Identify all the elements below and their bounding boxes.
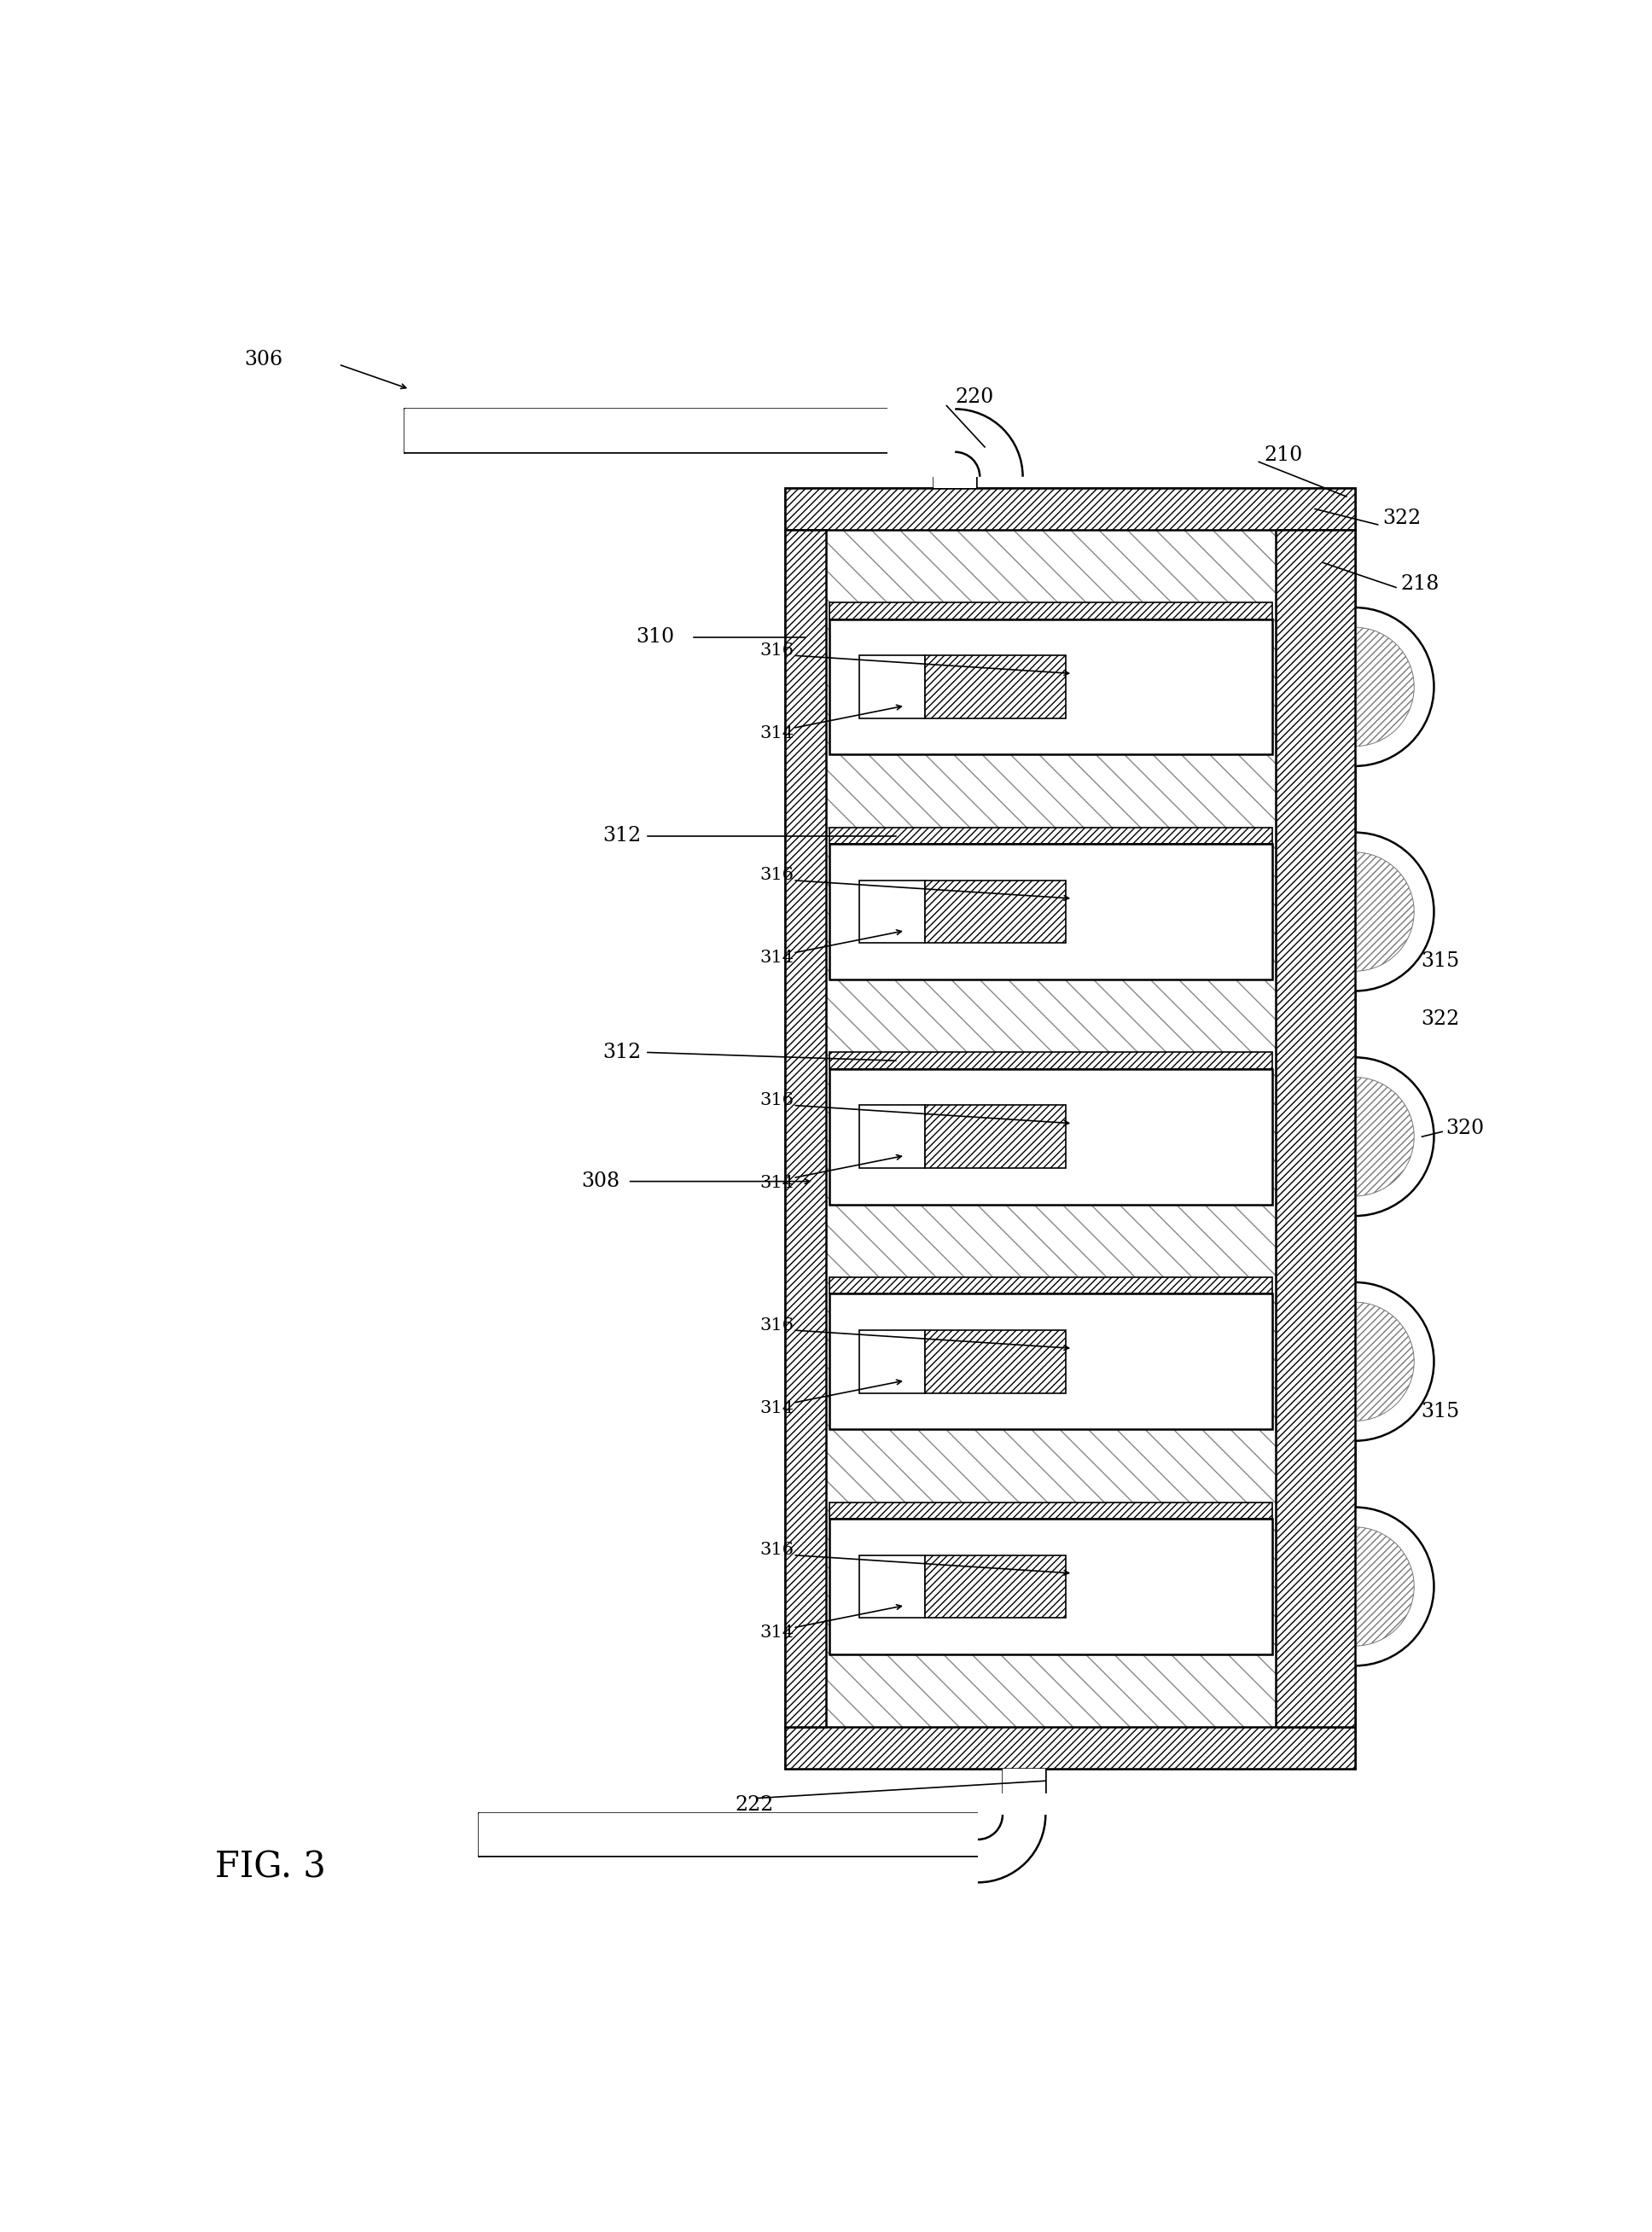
- Wedge shape: [1355, 1281, 1434, 1442]
- Wedge shape: [1355, 1507, 1434, 1665]
- Text: 316: 316: [760, 1317, 795, 1333]
- Bar: [859, 656, 925, 719]
- Text: 316: 316: [760, 1091, 795, 1109]
- Text: 316: 316: [760, 643, 795, 658]
- Bar: [859, 1105, 925, 1167]
- Text: 322: 322: [1421, 1009, 1459, 1029]
- Text: 306: 306: [244, 350, 282, 368]
- Text: 314: 314: [760, 951, 795, 966]
- Bar: [933, 478, 976, 489]
- Bar: [859, 1556, 925, 1618]
- Wedge shape: [1355, 1301, 1414, 1422]
- Bar: [829, 828, 1272, 844]
- Bar: [859, 879, 925, 944]
- Text: 316: 316: [760, 1542, 795, 1558]
- Text: 314: 314: [760, 1174, 795, 1192]
- Text: 222: 222: [735, 1795, 773, 1815]
- Bar: [829, 618, 1272, 754]
- Text: 314: 314: [760, 1625, 795, 1641]
- Bar: [829, 1069, 1272, 1205]
- Wedge shape: [1355, 1078, 1414, 1196]
- Text: 218: 218: [1401, 574, 1439, 594]
- Text: 316: 316: [760, 868, 795, 884]
- Bar: [1275, 529, 1355, 1728]
- Wedge shape: [1355, 853, 1414, 971]
- Text: 315: 315: [1421, 951, 1459, 971]
- Bar: [405, 408, 955, 451]
- Bar: [829, 1054, 1272, 1069]
- Bar: [925, 656, 1066, 719]
- Bar: [479, 1812, 999, 1857]
- Bar: [826, 529, 1275, 1728]
- Wedge shape: [1355, 607, 1434, 766]
- Text: 314: 314: [760, 725, 795, 741]
- Bar: [829, 603, 1272, 618]
- Text: 320: 320: [1446, 1118, 1483, 1138]
- Bar: [978, 1792, 1113, 1882]
- Bar: [785, 1728, 1355, 1768]
- Bar: [925, 1105, 1066, 1167]
- Bar: [785, 489, 1355, 1768]
- Bar: [1003, 1768, 1046, 1815]
- Text: 314: 314: [760, 1399, 795, 1415]
- Bar: [859, 1330, 925, 1393]
- Text: 322: 322: [1383, 509, 1421, 527]
- Text: 315: 315: [1421, 1402, 1459, 1422]
- Bar: [829, 1277, 1272, 1295]
- Wedge shape: [1355, 627, 1414, 745]
- Wedge shape: [1355, 1527, 1414, 1645]
- Bar: [829, 1295, 1272, 1428]
- Bar: [785, 489, 1355, 529]
- Text: 220: 220: [955, 388, 993, 406]
- Text: FIG. 3: FIG. 3: [215, 1850, 325, 1886]
- Text: 310: 310: [636, 627, 674, 647]
- Bar: [925, 879, 1066, 944]
- Text: 312: 312: [603, 1042, 641, 1062]
- Text: 210: 210: [1264, 446, 1302, 464]
- Wedge shape: [1355, 833, 1434, 991]
- Bar: [829, 1518, 1272, 1654]
- Bar: [785, 529, 826, 1728]
- Wedge shape: [1355, 1058, 1434, 1216]
- Text: 312: 312: [603, 826, 641, 846]
- Bar: [925, 1556, 1066, 1618]
- Bar: [925, 1330, 1066, 1393]
- Bar: [829, 844, 1272, 980]
- Bar: [829, 1502, 1272, 1518]
- Text: 308: 308: [582, 1172, 620, 1192]
- Bar: [887, 388, 1023, 478]
